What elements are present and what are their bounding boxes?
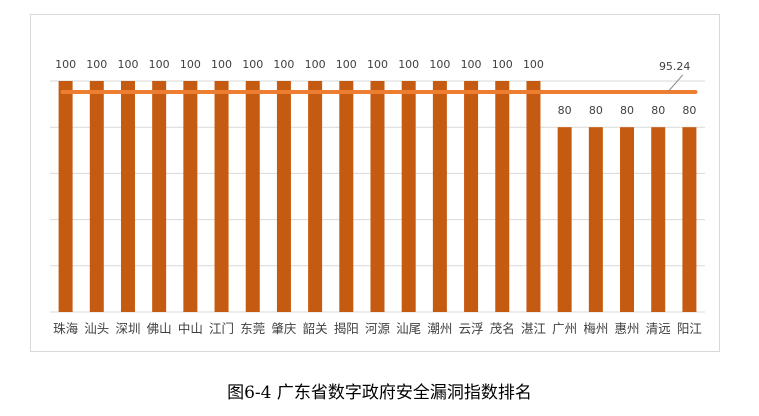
data-label: 100 <box>55 58 76 71</box>
figure-caption: 图6-4 广东省数字政府安全漏洞指数排名 <box>227 383 532 403</box>
bar <box>308 81 323 312</box>
data-label: 100 <box>242 58 263 71</box>
category-label: 佛山 <box>147 321 172 336</box>
category-label: 江门 <box>209 321 234 336</box>
bar <box>495 81 510 312</box>
data-label: 80 <box>558 104 572 117</box>
bar <box>557 127 572 312</box>
category-label: 广州 <box>552 321 577 336</box>
category-label: 揭阳 <box>334 321 359 336</box>
bar <box>276 81 291 312</box>
bar <box>682 127 697 312</box>
bar <box>183 81 198 312</box>
category-label: 河源 <box>365 321 391 336</box>
bar <box>464 81 479 312</box>
average-label-leader <box>668 74 684 92</box>
data-label: 100 <box>367 58 388 71</box>
bar <box>339 81 354 312</box>
bar <box>120 81 135 312</box>
data-label: 100 <box>492 58 513 71</box>
data-label: 80 <box>682 104 696 117</box>
data-label: 100 <box>461 58 482 71</box>
bar <box>620 127 635 312</box>
category-label: 云浮 <box>459 321 484 336</box>
data-label: 80 <box>620 104 634 117</box>
category-label: 肇庆 <box>271 321 297 336</box>
bar <box>588 127 603 312</box>
bar <box>58 81 73 312</box>
category-label: 中山 <box>178 321 203 336</box>
data-label: 100 <box>86 58 107 71</box>
bar <box>214 81 229 312</box>
category-label: 湛江 <box>521 321 546 336</box>
data-label: 100 <box>523 58 544 71</box>
data-label: 100 <box>305 58 326 71</box>
bar <box>432 81 447 312</box>
category-label: 茂名 <box>490 321 515 336</box>
bar <box>370 81 385 312</box>
category-label: 汕尾 <box>396 321 421 336</box>
bar <box>89 81 104 312</box>
data-label: 100 <box>273 58 294 71</box>
data-label: 100 <box>149 58 170 71</box>
category-label: 韶关 <box>303 321 328 336</box>
category-label: 珠海 <box>53 321 79 336</box>
category-label: 清远 <box>646 321 672 336</box>
bar <box>401 81 416 312</box>
category-label: 阳江 <box>677 321 702 336</box>
category-label: 汕头 <box>84 321 109 336</box>
category-label: 东莞 <box>240 321 265 336</box>
bar <box>245 81 260 312</box>
bar <box>152 81 167 312</box>
data-label: 100 <box>117 58 138 71</box>
category-label: 深圳 <box>115 321 140 336</box>
bar <box>526 81 541 312</box>
average-label: 95.24 <box>659 60 691 73</box>
category-label: 惠州 <box>615 321 640 336</box>
data-label: 100 <box>336 58 357 71</box>
category-label: 梅州 <box>583 321 608 336</box>
data-label: 80 <box>651 104 665 117</box>
bar-chart: 100 珠海 100 汕头 100 深圳 100 佛山 100 中山 100 江门 100 东莞 100 肇庆… <box>50 58 705 336</box>
data-label: 100 <box>211 58 232 71</box>
data-label: 100 <box>398 58 419 71</box>
data-label: 100 <box>429 58 450 71</box>
data-label: 80 <box>589 104 603 117</box>
category-label: 潮州 <box>427 321 452 336</box>
data-label: 100 <box>180 58 201 71</box>
bar <box>651 127 666 312</box>
